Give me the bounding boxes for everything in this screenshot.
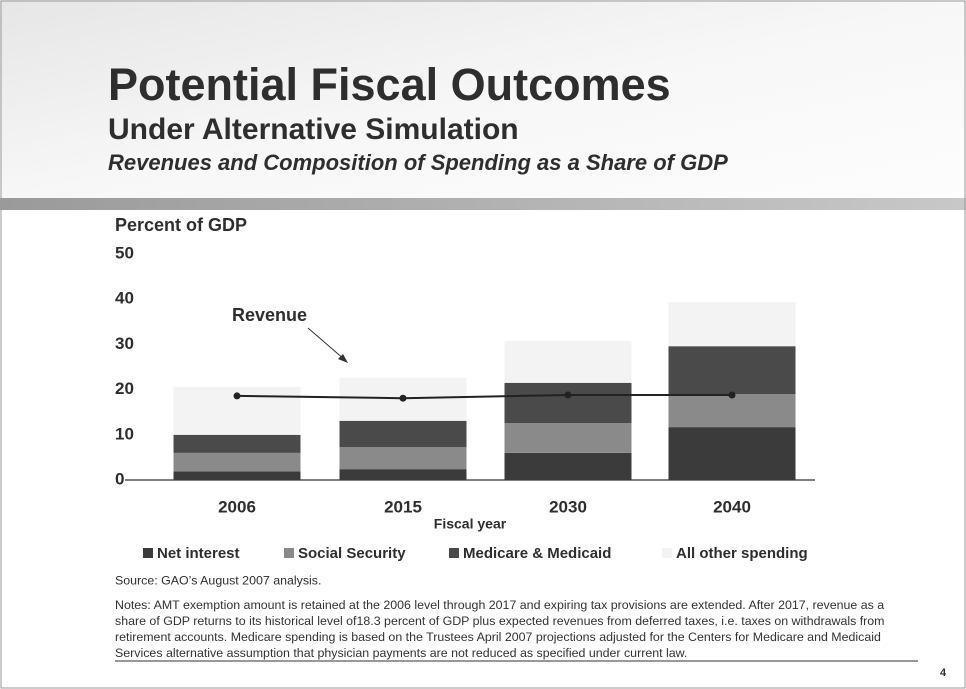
y-tick-label: 30 (115, 334, 134, 353)
revenue-annotation: Revenue (232, 305, 307, 325)
x-tick-label: 2015 (384, 497, 422, 516)
bar-segment (173, 434, 301, 453)
header-band (0, 198, 966, 210)
legend-label: Medicare & Medicaid (463, 545, 611, 562)
legend-label: Social Security (298, 545, 406, 562)
y-tick-label: 10 (115, 424, 134, 443)
legend-swatch (449, 548, 459, 558)
revenue-point (233, 392, 241, 400)
legend-label: All other spending (676, 545, 808, 562)
legend-swatch (662, 548, 672, 558)
x-tick-label: 2040 (713, 497, 751, 516)
revenue-line (236, 394, 732, 400)
arrow-head (338, 354, 348, 363)
bar-segment (668, 301, 796, 347)
revenue-point (728, 391, 736, 399)
bar-segment (668, 394, 796, 428)
bar-segment (504, 382, 632, 424)
y-tick-label: 20 (115, 379, 134, 398)
annotation-arrow (307, 327, 346, 361)
subtitle: Under Alternative Simulation (108, 113, 519, 146)
x-tick-label: 2030 (549, 497, 587, 516)
bar-segment (668, 346, 796, 395)
y-tick-label: 40 (115, 289, 134, 308)
revenue-point (564, 391, 572, 399)
subtitle2: Revenues and Composition of Spending as … (108, 150, 728, 175)
legend-swatch (284, 548, 294, 558)
y-tick-label: 50 (115, 243, 134, 262)
y-label: Percent of GDP (115, 215, 247, 235)
revenue-point (399, 394, 407, 402)
bar-segment (339, 420, 467, 448)
bar-segment (173, 471, 301, 480)
bar-segment (173, 452, 301, 472)
bar-segment (339, 469, 467, 480)
bar-segment (668, 427, 796, 480)
x-tick-label: 2006 (218, 497, 256, 516)
legend-swatch (143, 548, 153, 558)
legend-label: Net interest (157, 545, 240, 562)
y-tick-label: 0 (115, 469, 124, 488)
x-label: Fiscal year (434, 516, 507, 532)
page-number: 4 (940, 667, 947, 679)
bar-segment (504, 340, 632, 383)
bar-segment (504, 423, 632, 453)
notes: Notes: AMT exemption amount is retained … (115, 598, 885, 660)
bar-segment (504, 452, 632, 480)
source: Source: GAO’s August 2007 analysis. (115, 573, 321, 587)
bar-segment (339, 447, 467, 470)
header-bg (0, 0, 966, 200)
title: Potential Fiscal Outcomes (108, 59, 671, 110)
